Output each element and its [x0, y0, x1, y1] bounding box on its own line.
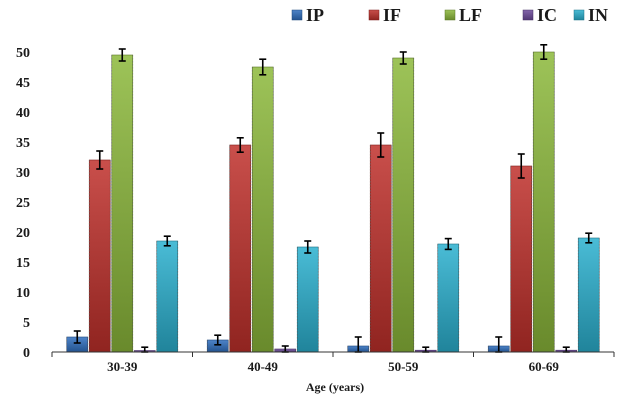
y-tick-label: 50 [16, 46, 30, 61]
error-bar [163, 235, 171, 247]
error-bar [214, 334, 222, 346]
legend-item-lf: LF [444, 5, 482, 25]
legend-swatch [291, 9, 303, 21]
error-bar [141, 346, 149, 353]
y-tick-label: 5 [23, 316, 30, 331]
error-bar [259, 58, 267, 76]
bar-if-50-59 [369, 144, 392, 353]
legend-swatch [573, 9, 585, 21]
legend-swatch [444, 9, 456, 21]
chart-legend: IP IF LF IC IN [291, 5, 608, 25]
legend-swatch [522, 9, 534, 21]
bar-lf-50-59 [392, 57, 415, 353]
y-tick-label: 35 [16, 136, 30, 151]
x-axis: 30-39 40-49 50-59 60-69 [51, 351, 615, 374]
legend-swatch [368, 9, 380, 21]
error-bar [73, 330, 81, 344]
y-tick-label: 25 [16, 196, 30, 211]
legend-label: LF [459, 5, 482, 25]
legend-label: IC [537, 5, 557, 25]
legend-item-ip: IP [291, 5, 324, 25]
y-tick-label: 45 [16, 76, 30, 91]
error-bar [562, 346, 570, 353]
error-bar [444, 237, 452, 251]
x-tick-label: 60-69 [529, 359, 560, 374]
error-bar [422, 346, 430, 353]
y-tick-label: 10 [16, 286, 30, 301]
error-bar [585, 232, 593, 244]
y-tick-label: 30 [16, 166, 30, 181]
bar-if-60-69 [510, 165, 533, 353]
bar-lf-60-69 [532, 51, 555, 353]
legend-item-if: IF [368, 5, 401, 25]
bar-in-60-69 [577, 237, 600, 353]
y-tick-label: 40 [16, 106, 30, 121]
bar-in-50-59 [437, 243, 460, 353]
bar-if-30-39 [88, 159, 111, 353]
bar-lf-30-39 [111, 54, 134, 353]
y-tick-label: 0 [23, 346, 30, 361]
y-axis: 0 5 10 15 20 25 30 35 40 45 50 [16, 46, 30, 361]
legend-label: IN [588, 5, 608, 25]
x-tick-label: 50-59 [388, 359, 419, 374]
legend-label: IF [383, 5, 401, 25]
error-bar [540, 43, 548, 61]
bars-layer [66, 43, 600, 353]
bar-in-30-39 [156, 240, 179, 353]
bar-in-40-49 [296, 246, 319, 353]
error-bar [517, 153, 525, 179]
bar-if-40-49 [229, 144, 252, 353]
x-tick-label: 30-39 [107, 359, 138, 374]
legend-item-in: IN [573, 5, 608, 25]
y-tick-label: 15 [16, 256, 30, 271]
error-bar [96, 150, 104, 170]
error-bar [377, 132, 385, 158]
error-bar [399, 51, 407, 65]
x-tick-label: 40-49 [248, 359, 279, 374]
x-axis-label: Age (years) [306, 380, 364, 394]
error-bar [236, 137, 244, 153]
y-tick-label: 20 [16, 226, 30, 241]
legend-item-ic: IC [522, 5, 557, 25]
error-bar [118, 48, 126, 62]
bar-lf-40-49 [251, 66, 274, 353]
error-bar [304, 240, 312, 254]
legend-label: IP [306, 5, 324, 25]
